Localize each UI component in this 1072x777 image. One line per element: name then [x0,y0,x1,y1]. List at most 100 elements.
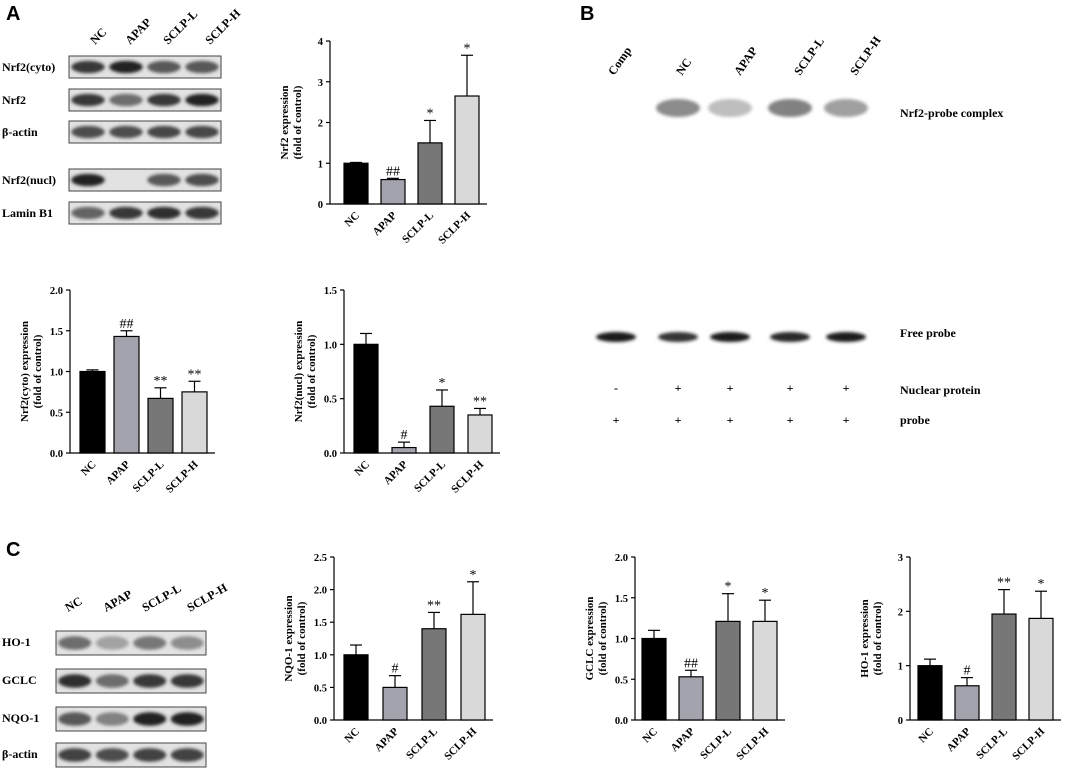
probe-mark: + [727,413,734,427]
blot-a-nrf2 [68,88,222,112]
blot-band [133,748,167,762]
y-tick-label: 0.5 [50,408,63,419]
blot-a-label-nrf2-nucl: Nrf2(nucl) [2,173,56,187]
y-axis-label: HO-1 expression(fold of control) [859,599,884,677]
bar-sclp-h [467,414,493,454]
blot-a-lane-nc: NC [87,25,109,47]
nuclear-protein-mark: + [675,381,682,395]
blot-band [147,173,181,187]
blot-c-lane-sclp-h: SCLP-H [185,580,231,614]
bar-sclp-h [460,613,486,721]
y-axis-label-line: HO-1 expression [859,599,871,677]
blot-band [185,93,219,107]
emsa-lane-nc: NC [673,55,694,77]
chart-gclc: 0.0 0.5 1.0 1.5 2.0 GCLC expression(fold of c… [584,553,785,763]
emsa-lane-comp: Comp [605,44,635,78]
x-category-label: SCLP-H [436,209,473,246]
y-tick-label: 1.5 [324,286,337,297]
blot-band [147,93,181,107]
bar-nc [917,665,943,721]
emsa-free-band [826,332,866,342]
significance-marker: ## [684,656,698,671]
emsa-free-band [596,332,636,342]
blot-a-nrf2-cyto [68,55,222,79]
y-axis-label: GCLC expression(fold of control) [584,597,609,681]
blot-band [58,636,92,650]
y-axis-label-line: (fold of control) [872,601,884,675]
emsa-free-band [658,332,698,342]
y-axis-label-line: (fold of control) [292,85,304,159]
y-tick-label: 1.5 [314,618,327,629]
bar-apap [113,335,140,454]
blot-c-gclc [55,668,207,694]
y-tick-label: 0.0 [615,716,628,727]
y-tick-label: 1 [318,159,323,170]
x-category-label: SCLP-H [734,725,771,762]
bar-sclp-h [181,391,208,454]
bar-sclp-h [1028,617,1054,721]
significance-marker: * [470,568,477,583]
x-category-label: SCLP-L [404,726,440,762]
y-tick-label: 3 [898,553,903,564]
x-category-label: NC [79,459,99,479]
x-category-label: NC [352,459,372,479]
blot-band [58,674,92,688]
bar-sclp-l [147,397,174,454]
significance-marker: ** [997,576,1011,591]
blot-c-lane-sclp-l: SCLP-L [140,581,184,614]
significance-marker: ## [120,317,134,332]
blot-band [147,60,181,74]
significance-marker: * [762,586,769,601]
significance-marker: # [964,664,971,679]
x-category-label: NC [640,726,660,746]
significance-marker: # [392,662,399,677]
blot-band [71,60,105,74]
significance-marker: ** [473,394,487,409]
chart-nrf2-cyto: 0.0 0.5 1.0 1.5 2.0 Nrf2(cyto) expression(fol… [19,286,215,496]
blot-band [58,748,92,762]
emsa-label-free-probe: Free probe [900,326,957,340]
blot-band [133,674,167,688]
y-axis-label: NQO-1 expression(fold of control) [283,595,308,681]
blot-band [95,712,129,726]
significance-marker: ## [386,164,400,179]
emsa-label-nuclear-protein: Nuclear protein [900,383,981,397]
chart-ho1: 0 1 2 3 HO-1 expression(fold of control) NC # A… [859,553,1061,763]
y-axis-label: Nrf2 expression(fold of control) [279,85,304,159]
x-category-label: NC [342,210,362,230]
blot-band [109,206,143,220]
blot-band [109,125,143,139]
emsa-lane-headers: Comp NC APAP SCLP-L SCLP-H [605,33,884,78]
blot-band [170,748,204,762]
emsa-complex-band [708,99,752,117]
emsa-label-complex: Nrf2-probe complex [900,106,1003,120]
emsa-lane-apap: APAP [731,44,760,78]
blot-a-lamin-b1 [68,201,222,225]
blot-a-beta-actin [68,120,222,144]
emsa-complex-band [824,99,868,117]
blot-c-lane-apap: APAP [101,587,135,615]
y-tick-label: 2.0 [314,586,327,597]
blot-c-beta-actin [55,742,207,768]
y-axis-label-line: (fold of control) [296,601,308,675]
blot-a-label-nrf2-cyto: Nrf2(cyto) [2,60,55,74]
y-tick-label: 1.0 [324,340,337,351]
x-category-label: SCLP-L [698,726,734,762]
blot-band [147,206,181,220]
y-tick-label: 0.5 [615,675,628,686]
bar-sclp-l [429,405,455,454]
y-axis-label-line: GCLC expression [584,597,596,681]
y-tick-label: 0.0 [314,716,327,727]
x-category-label: APAP [104,458,133,487]
x-category-label: APAP [372,725,401,754]
bar-nc [343,654,369,721]
significance-marker: # [401,428,408,443]
emsa-marks: - + + + + + + + + + [596,99,868,427]
y-tick-label: 0.0 [50,449,63,460]
x-category-label: SCLP-H [164,458,201,495]
blot-a-lane-apap: APAP [122,15,154,47]
y-tick-label: 3 [318,78,323,89]
blot-band [58,712,92,726]
blot-band [109,93,143,107]
blot-band [185,206,219,220]
